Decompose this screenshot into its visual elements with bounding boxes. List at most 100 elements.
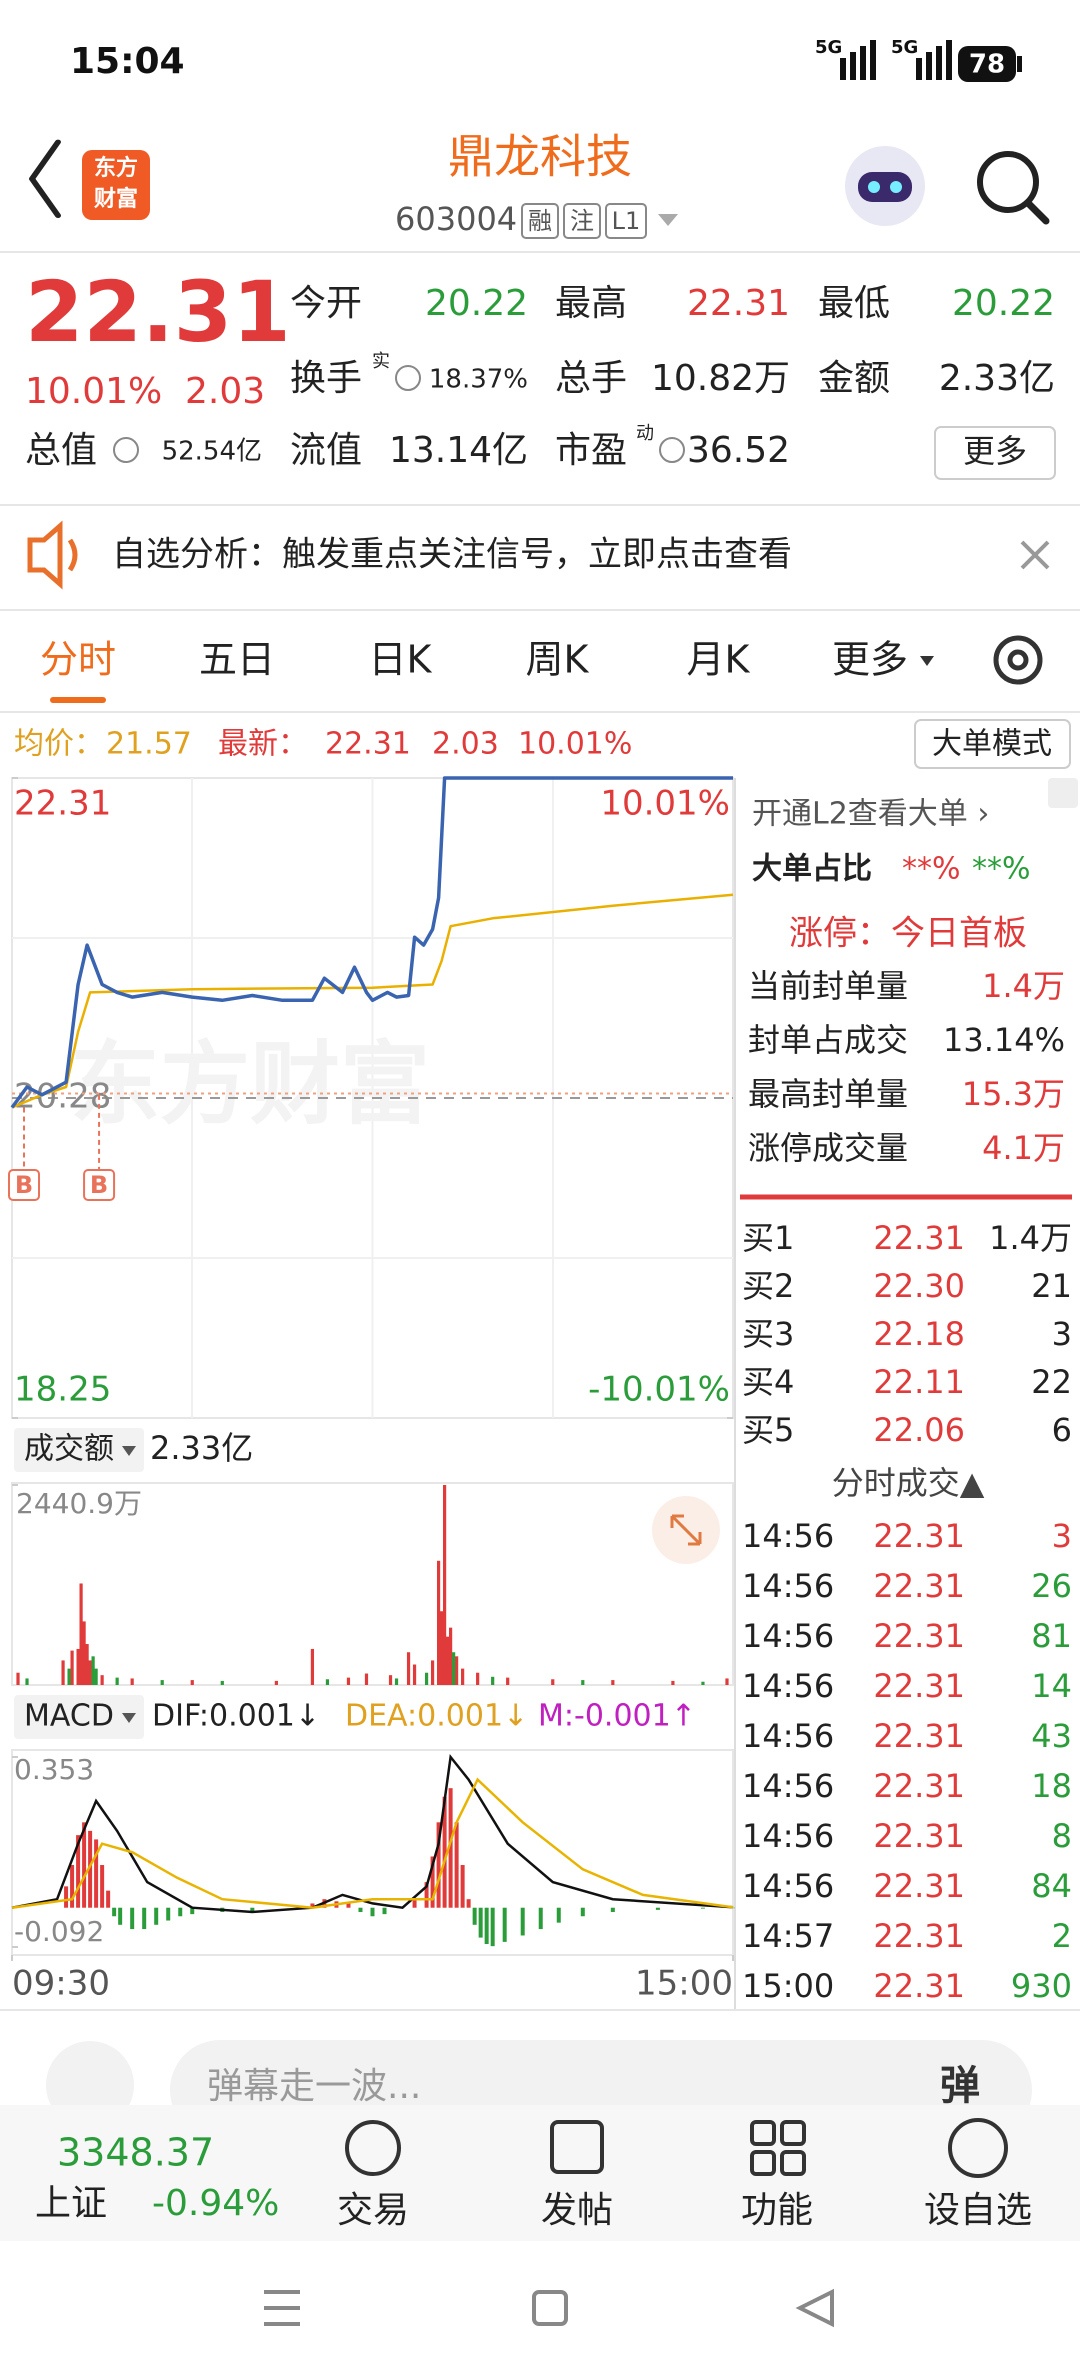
volume-bar (449, 1627, 453, 1685)
index-value[interactable]: 3348.37 (57, 2131, 214, 2175)
macd-bar (112, 1907, 117, 1917)
index-change[interactable]: -0.94% (152, 2183, 279, 2224)
order-price: 22.30 (873, 1267, 965, 1305)
volume-bar (115, 1677, 119, 1685)
volume-bar (130, 1678, 134, 1685)
volume-label[interactable]: 成交额 (24, 1432, 114, 1467)
order-qty: 3 (1052, 1315, 1072, 1353)
buy-marker-label[interactable]: B (15, 1171, 33, 1199)
macd-dropdown[interactable] (122, 1713, 136, 1723)
close-banner[interactable] (1020, 540, 1050, 570)
more-button-label[interactable]: 更多 (963, 432, 1027, 470)
tab[interactable]: 月K (687, 638, 751, 682)
danmaku-button[interactable]: 弹 (940, 2063, 980, 2109)
field-value: 20.22 (425, 283, 528, 324)
macd-selector[interactable] (14, 1695, 144, 1739)
trade-price: 22.31 (873, 1967, 965, 2005)
tab[interactable]: 分时 (40, 638, 116, 682)
order-qty: 6 (1052, 1411, 1072, 1449)
limit-title: 涨停：今日首板 (789, 914, 1027, 954)
buy-marker[interactable] (83, 1169, 116, 1201)
search-button[interactable] (977, 151, 1050, 225)
info-icon[interactable] (395, 365, 421, 391)
system-buttons[interactable] (264, 2288, 834, 2328)
more-button[interactable] (934, 426, 1056, 480)
nav-item[interactable]: 发帖 (541, 2190, 613, 2231)
trade-qty: 26 (1031, 1567, 1072, 1605)
m-label: M:-0.001↑ (538, 1699, 696, 1734)
buy-marker[interactable] (8, 1169, 41, 1201)
limit-row-label: 当前封单量 (748, 967, 908, 1005)
l2-link[interactable]: 开通L2查看大单 › (752, 797, 989, 832)
field-value: 13.14亿 (389, 430, 528, 471)
settings-button[interactable] (993, 635, 1043, 685)
logo-text: 东方 (94, 155, 138, 181)
mode-button[interactable] (914, 719, 1071, 769)
index-name[interactable]: 上证 (35, 2183, 107, 2224)
volume-bar (446, 1636, 450, 1685)
volume-bar (443, 1485, 447, 1685)
trade-time: 14:56 (742, 1567, 834, 1605)
banner-text[interactable]: 自选分析：触发重点关注信号，立即点击查看 (112, 535, 792, 575)
nav-item[interactable]: 功能 (741, 2190, 813, 2231)
volume-bar (388, 1675, 393, 1685)
network-label: 5G (815, 37, 842, 58)
nav-item[interactable]: 交易 (337, 2190, 409, 2231)
trades-title[interactable]: 分时成交▲ (832, 1464, 985, 1502)
avg-price-line (11, 893, 734, 1109)
tab[interactable]: 周K (526, 638, 590, 682)
stock-code: 603004 (395, 200, 517, 238)
trade-time: 14:56 (742, 1717, 834, 1755)
nav-item[interactable]: 设自选 (924, 2190, 1032, 2231)
y-tick-label: -0.092 (14, 1915, 104, 1948)
order-price: 22.06 (873, 1411, 965, 1449)
tag-dropdown[interactable] (658, 214, 678, 226)
field-value: 52.54亿 (162, 437, 262, 467)
y-tick-label: 22.31 (14, 784, 111, 824)
order-price: 22.31 (873, 1219, 965, 1257)
order-level: 买2 (742, 1267, 794, 1305)
macd-bar (100, 1865, 105, 1908)
change-amount: 2.03 (185, 371, 265, 412)
stock-tag-label: 融 (528, 207, 552, 235)
battery-icon (958, 46, 1016, 82)
field-label: 流值 (290, 430, 362, 471)
buy-marker-label[interactable]: B (90, 1171, 108, 1199)
tab[interactable]: 更多 (832, 638, 908, 682)
y2-tick-label: 10.01% (600, 784, 730, 824)
macd-bar (76, 1835, 81, 1908)
mode-button-label[interactable]: 大单模式 (932, 727, 1052, 762)
tab[interactable]: 五日 (199, 638, 275, 682)
macd-bar (382, 1907, 387, 1915)
field-value: 10.82万 (651, 358, 790, 399)
volume-selector[interactable] (14, 1428, 144, 1472)
expand-button[interactable] (652, 1496, 720, 1564)
volume-bar (190, 1680, 194, 1685)
macd-bar (538, 1907, 543, 1930)
macd-label[interactable]: MACD (24, 1699, 114, 1734)
macd-bar (358, 1907, 363, 1912)
close-l2[interactable] (1048, 778, 1078, 808)
field-label: 金额 (818, 358, 890, 399)
robot-avatar[interactable] (845, 146, 925, 226)
back-button[interactable] (29, 139, 61, 219)
comment-placeholder[interactable]: 弹幕走一波... (207, 2066, 421, 2107)
limit-row-value: 15.3万 (962, 1075, 1065, 1113)
app-logo[interactable] (82, 150, 150, 220)
tab[interactable]: 日K (369, 638, 433, 682)
macd-bar (250, 1907, 255, 1912)
volume-bar (91, 1656, 95, 1685)
macd-bar (70, 1865, 75, 1908)
volume-dropdown[interactable] (122, 1446, 136, 1456)
dif-line (11, 1753, 734, 1914)
volume-bar (25, 1678, 29, 1685)
tab-dropdown[interactable] (920, 656, 934, 666)
macd-bar (106, 1890, 111, 1908)
macd-bar (556, 1907, 561, 1923)
info-icon[interactable] (113, 437, 139, 463)
trade-time: 14:56 (742, 1867, 834, 1905)
info-icon[interactable] (659, 437, 685, 463)
stock-name: 鼎龙科技 (448, 130, 632, 184)
trade-time: 14:56 (742, 1767, 834, 1805)
